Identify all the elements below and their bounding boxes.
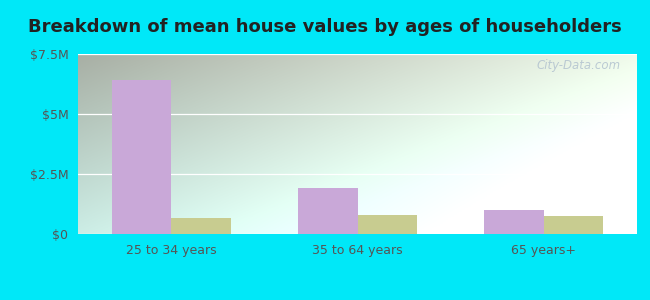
Bar (484, 210, 544, 234)
Bar (112, 80, 171, 234)
Text: Breakdown of mean house values by ages of householders: Breakdown of mean house values by ages o… (28, 18, 622, 36)
Text: City-Data.com: City-Data.com (536, 59, 620, 72)
Bar (298, 188, 358, 234)
Bar (171, 218, 231, 234)
Legend: Carmel Valley Village, California: Carmel Valley Village, California (202, 296, 514, 300)
Bar (544, 216, 603, 234)
Bar (358, 215, 417, 234)
